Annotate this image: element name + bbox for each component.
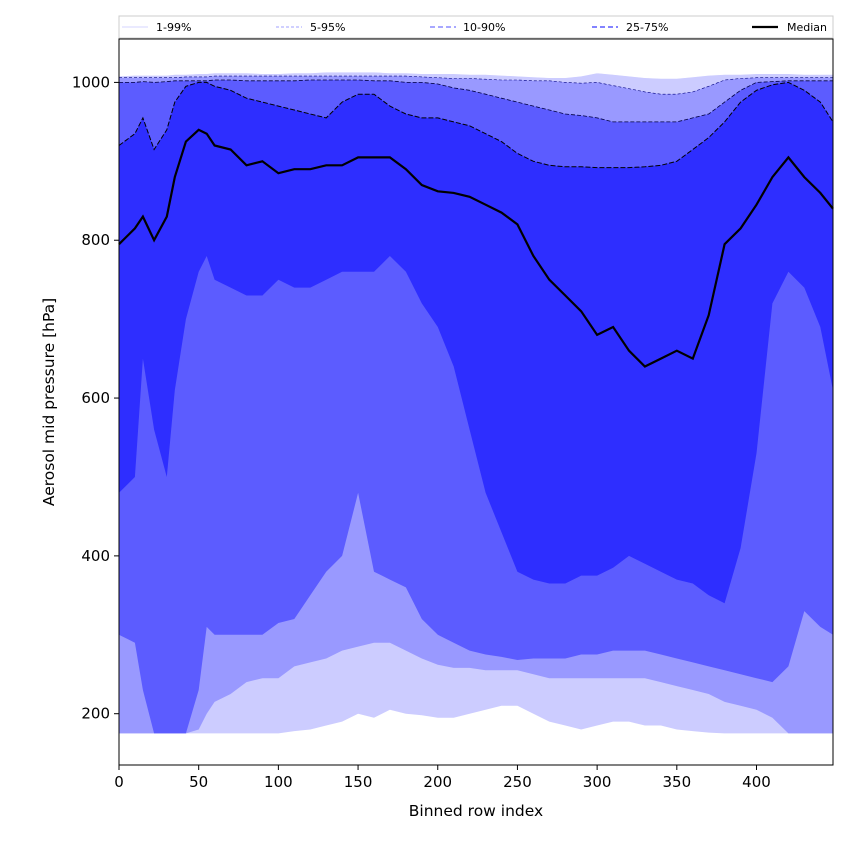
band-25-75 (119, 82, 833, 604)
plot-frame (118, 38, 834, 766)
x-tick-label: 350 (662, 773, 691, 791)
legend-label: 25-75% (626, 21, 668, 34)
y-tick-label: 600 (81, 389, 110, 407)
y-axis: 200 400 600 800 1000 (72, 73, 119, 723)
legend-label: Median (787, 21, 827, 34)
x-axis: 0 50 100 150 200 250 300 350 400 (114, 765, 771, 791)
legend: 1-99% 5-95% 10-90% 25-75% Median (118, 15, 834, 39)
y-axis-label: Aerosol mid pressure [hPa] (40, 298, 58, 506)
line-p99 (118, 71, 833, 79)
x-tick-label: 200 (423, 773, 452, 791)
y-tick-label: 200 (81, 705, 110, 723)
percentile-lines (118, 71, 834, 368)
x-tick-label: 300 (583, 773, 612, 791)
x-tick-label: 0 (114, 773, 124, 791)
legend-label: 10-90% (463, 21, 505, 34)
percentile-bands (119, 72, 833, 734)
x-tick-label: 250 (503, 773, 532, 791)
line-p75 (118, 81, 834, 169)
x-axis-label: Binned row index (409, 802, 543, 820)
legend-label: 5-95% (310, 21, 345, 34)
x-tick-label: 150 (344, 773, 373, 791)
x-tick-label: 100 (264, 773, 293, 791)
legend-box (118, 15, 834, 39)
y-tick-label: 800 (81, 231, 110, 249)
line-median (118, 128, 834, 368)
legend-label: 1-99% (156, 21, 191, 34)
x-tick-label: 50 (189, 773, 208, 791)
x-tick-label: 400 (742, 773, 771, 791)
line-p90 (119, 79, 833, 123)
y-tick-label: 1000 (72, 73, 110, 91)
y-tick-label: 400 (81, 547, 110, 565)
line-p95 (119, 75, 833, 95)
